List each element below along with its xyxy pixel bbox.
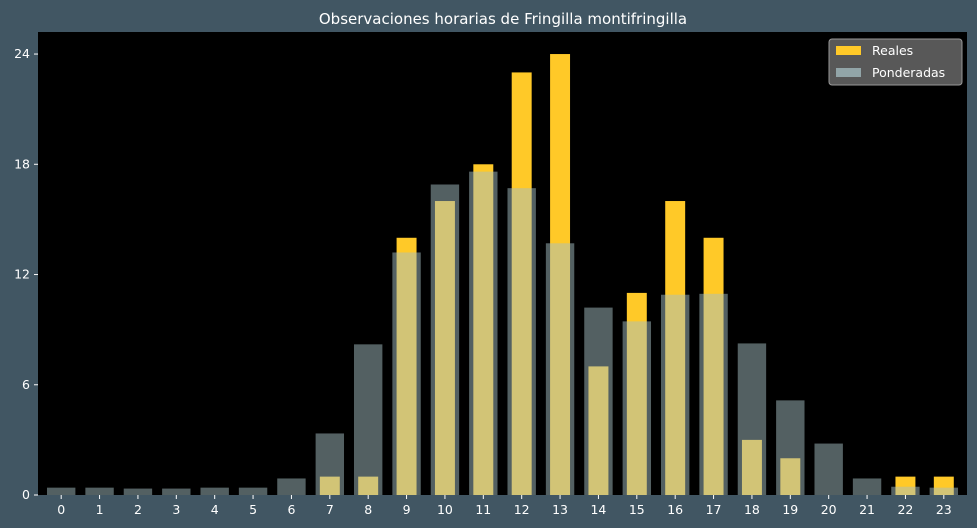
bar-ponderadas-1 xyxy=(85,487,114,495)
y-tick-label: 12 xyxy=(14,267,30,282)
y-tick-label: 0 xyxy=(22,487,30,502)
x-axis: 0 1 2 3 4 5 6 7 8 9 10 11 12 13 14 15 16 17 18 19 20 21 22 23 xyxy=(57,495,952,517)
bar-ponderadas-18 xyxy=(737,343,767,495)
bar-ponderadas-6 xyxy=(277,478,306,495)
x-tick-label: 23 xyxy=(936,502,952,517)
y-tick-label: 24 xyxy=(14,46,30,61)
bar-ponderadas-10 xyxy=(430,184,460,495)
bar-ponderadas-4 xyxy=(200,487,229,495)
legend-swatch-reales xyxy=(836,46,861,55)
bar-ponderadas-14 xyxy=(584,307,613,495)
legend-swatch-ponderadas xyxy=(836,68,861,77)
x-tick-label: 19 xyxy=(782,502,798,517)
x-tick-label: 0 xyxy=(57,502,65,517)
bar-ponderadas-0 xyxy=(46,487,76,495)
bar-ponderadas-12 xyxy=(507,188,536,495)
x-tick-label: 3 xyxy=(172,502,180,517)
bar-ponderadas-3 xyxy=(162,488,191,495)
bar-ponderadas-21 xyxy=(852,478,882,495)
bar-ponderadas-8 xyxy=(353,344,383,495)
x-tick-label: 1 xyxy=(96,502,104,517)
legend-box xyxy=(828,38,963,86)
bar-ponderadas-2 xyxy=(123,488,153,495)
bar-ponderadas-19 xyxy=(776,400,805,495)
x-tick-label: 15 xyxy=(629,502,645,517)
x-tick-label: 5 xyxy=(249,502,257,517)
y-tick-label: 6 xyxy=(22,377,30,392)
y-tick-label: 18 xyxy=(14,156,30,171)
x-tick-label: 6 xyxy=(287,502,295,517)
x-tick-label: 8 xyxy=(364,502,372,517)
bar-ponderadas-15 xyxy=(622,321,652,495)
bar-ponderadas-9 xyxy=(392,252,421,495)
x-tick-label: 22 xyxy=(897,502,913,517)
bar-ponderadas-16 xyxy=(660,294,690,495)
legend-label-reales: Reales xyxy=(872,43,913,58)
legend-label-ponderadas: Ponderadas xyxy=(872,65,945,80)
plot-area xyxy=(38,32,967,495)
bar-ponderadas-7 xyxy=(315,433,345,495)
x-tick-label: 13 xyxy=(552,502,568,517)
x-tick-label: 4 xyxy=(211,502,219,517)
y-axis: 0 6 12 18 24 xyxy=(14,46,38,502)
x-tick-label: 11 xyxy=(475,502,491,517)
x-tick-label: 9 xyxy=(403,502,411,517)
bar-ponderadas-5 xyxy=(238,487,268,495)
x-tick-label: 17 xyxy=(706,502,722,517)
bar-ponderadas-22 xyxy=(891,486,920,495)
bar-ponderadas-23 xyxy=(929,487,959,495)
x-tick-label: 10 xyxy=(437,502,453,517)
x-tick-label: 18 xyxy=(744,502,760,517)
x-tick-label: 7 xyxy=(326,502,334,517)
x-tick-label: 2 xyxy=(134,502,142,517)
x-tick-label: 12 xyxy=(514,502,530,517)
bar-ponderadas-13 xyxy=(545,243,575,495)
bar-ponderadas-17 xyxy=(699,293,728,495)
x-tick-label: 16 xyxy=(667,502,683,517)
chart-title: Observaciones horarias de Fringilla mont… xyxy=(319,10,687,28)
x-tick-label: 20 xyxy=(821,502,837,517)
bar-ponderadas-20 xyxy=(814,443,843,495)
x-tick-label: 21 xyxy=(859,502,875,517)
x-tick-label: 14 xyxy=(590,502,606,517)
legend: Reales Ponderadas xyxy=(828,38,963,86)
bar-ponderadas-11 xyxy=(469,171,498,495)
bars xyxy=(46,54,959,496)
